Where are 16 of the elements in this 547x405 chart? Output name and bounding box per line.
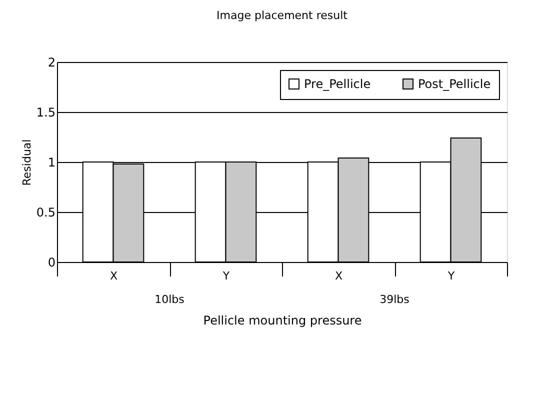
y-tick-label: 1 — [48, 156, 56, 170]
y-tick-label: 1.5 — [36, 106, 56, 120]
y-tick-label: 0.5 — [36, 206, 56, 220]
x-tick-label: Y — [222, 270, 230, 282]
y-axis-title: Residual — [20, 139, 34, 186]
x-axis-title: Pellicle mounting pressure — [203, 314, 362, 328]
chart-title: Image placement result — [216, 9, 348, 22]
legend-label: Post_Pellicle — [418, 77, 491, 91]
text: 39lbs — [380, 293, 410, 306]
y-tick-label: 2 — [48, 56, 56, 70]
x-tick-label: X — [110, 270, 118, 282]
legend-label: Pre_Pellicle — [304, 77, 371, 91]
x-tick-label: X — [334, 270, 343, 282]
x-tick-label: Y — [446, 270, 455, 282]
y-tick-label: 0 — [48, 256, 56, 270]
text: 10lbs — [154, 293, 185, 306]
